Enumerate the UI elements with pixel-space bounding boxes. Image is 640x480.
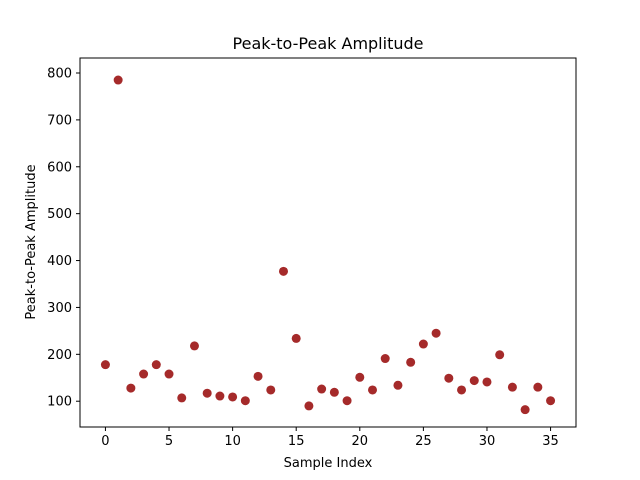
data-point xyxy=(507,382,517,392)
data-point xyxy=(495,350,505,360)
data-point xyxy=(304,401,314,411)
data-point xyxy=(342,396,352,406)
data-point xyxy=(457,385,467,395)
y-tick-label: 600 xyxy=(47,160,72,175)
x-tick-label: 5 xyxy=(165,434,173,449)
x-tick-label: 10 xyxy=(224,434,241,449)
data-point xyxy=(278,266,288,276)
data-point xyxy=(113,75,123,85)
x-tick-label: 20 xyxy=(352,434,369,449)
data-point xyxy=(266,385,276,395)
data-point xyxy=(240,396,250,406)
data-point xyxy=(177,393,187,403)
data-point xyxy=(317,384,327,394)
data-point xyxy=(126,383,136,393)
y-tick-label: 300 xyxy=(47,301,72,316)
data-point xyxy=(482,377,492,387)
y-axis-label: Peak-to-Peak Amplitude xyxy=(24,164,39,319)
x-tick-label: 15 xyxy=(288,434,305,449)
data-point xyxy=(189,341,199,351)
y-tick-label: 200 xyxy=(47,348,72,363)
x-tick-label: 30 xyxy=(479,434,496,449)
data-point xyxy=(164,369,174,379)
data-point xyxy=(393,380,403,390)
data-point xyxy=(329,387,339,397)
data-point xyxy=(533,382,543,392)
x-tick-label: 35 xyxy=(542,434,559,449)
data-point xyxy=(202,388,212,398)
x-tick-label: 0 xyxy=(101,434,109,449)
plot-area: 0 5 10 15 20 25 30 35 100 200 300 400 500 600 700 800 xyxy=(47,57,577,449)
data-point xyxy=(355,372,365,382)
x-axis-label: Sample Index xyxy=(284,456,373,471)
data-point xyxy=(431,328,441,338)
data-point xyxy=(368,385,378,395)
data-point xyxy=(215,391,225,401)
chart-title: Peak-to-Peak Amplitude xyxy=(233,34,424,53)
data-point xyxy=(139,369,149,379)
x-tick-label: 25 xyxy=(415,434,432,449)
data-point xyxy=(469,376,479,386)
data-point xyxy=(100,360,110,370)
data-point xyxy=(291,333,301,343)
y-tick-label: 800 xyxy=(47,67,72,82)
data-point xyxy=(546,396,556,406)
data-point xyxy=(380,354,390,364)
data-point xyxy=(406,357,416,367)
y-tick-label: 400 xyxy=(47,254,72,269)
data-point xyxy=(228,392,238,402)
data-point xyxy=(151,360,161,370)
data-point xyxy=(444,373,454,383)
data-point xyxy=(253,371,263,381)
y-tick-label: 500 xyxy=(47,207,72,222)
y-tick-label: 100 xyxy=(47,395,72,410)
data-point xyxy=(520,405,530,415)
y-tick-label: 700 xyxy=(47,113,72,128)
plot-frame xyxy=(79,57,577,428)
data-point xyxy=(418,339,428,349)
